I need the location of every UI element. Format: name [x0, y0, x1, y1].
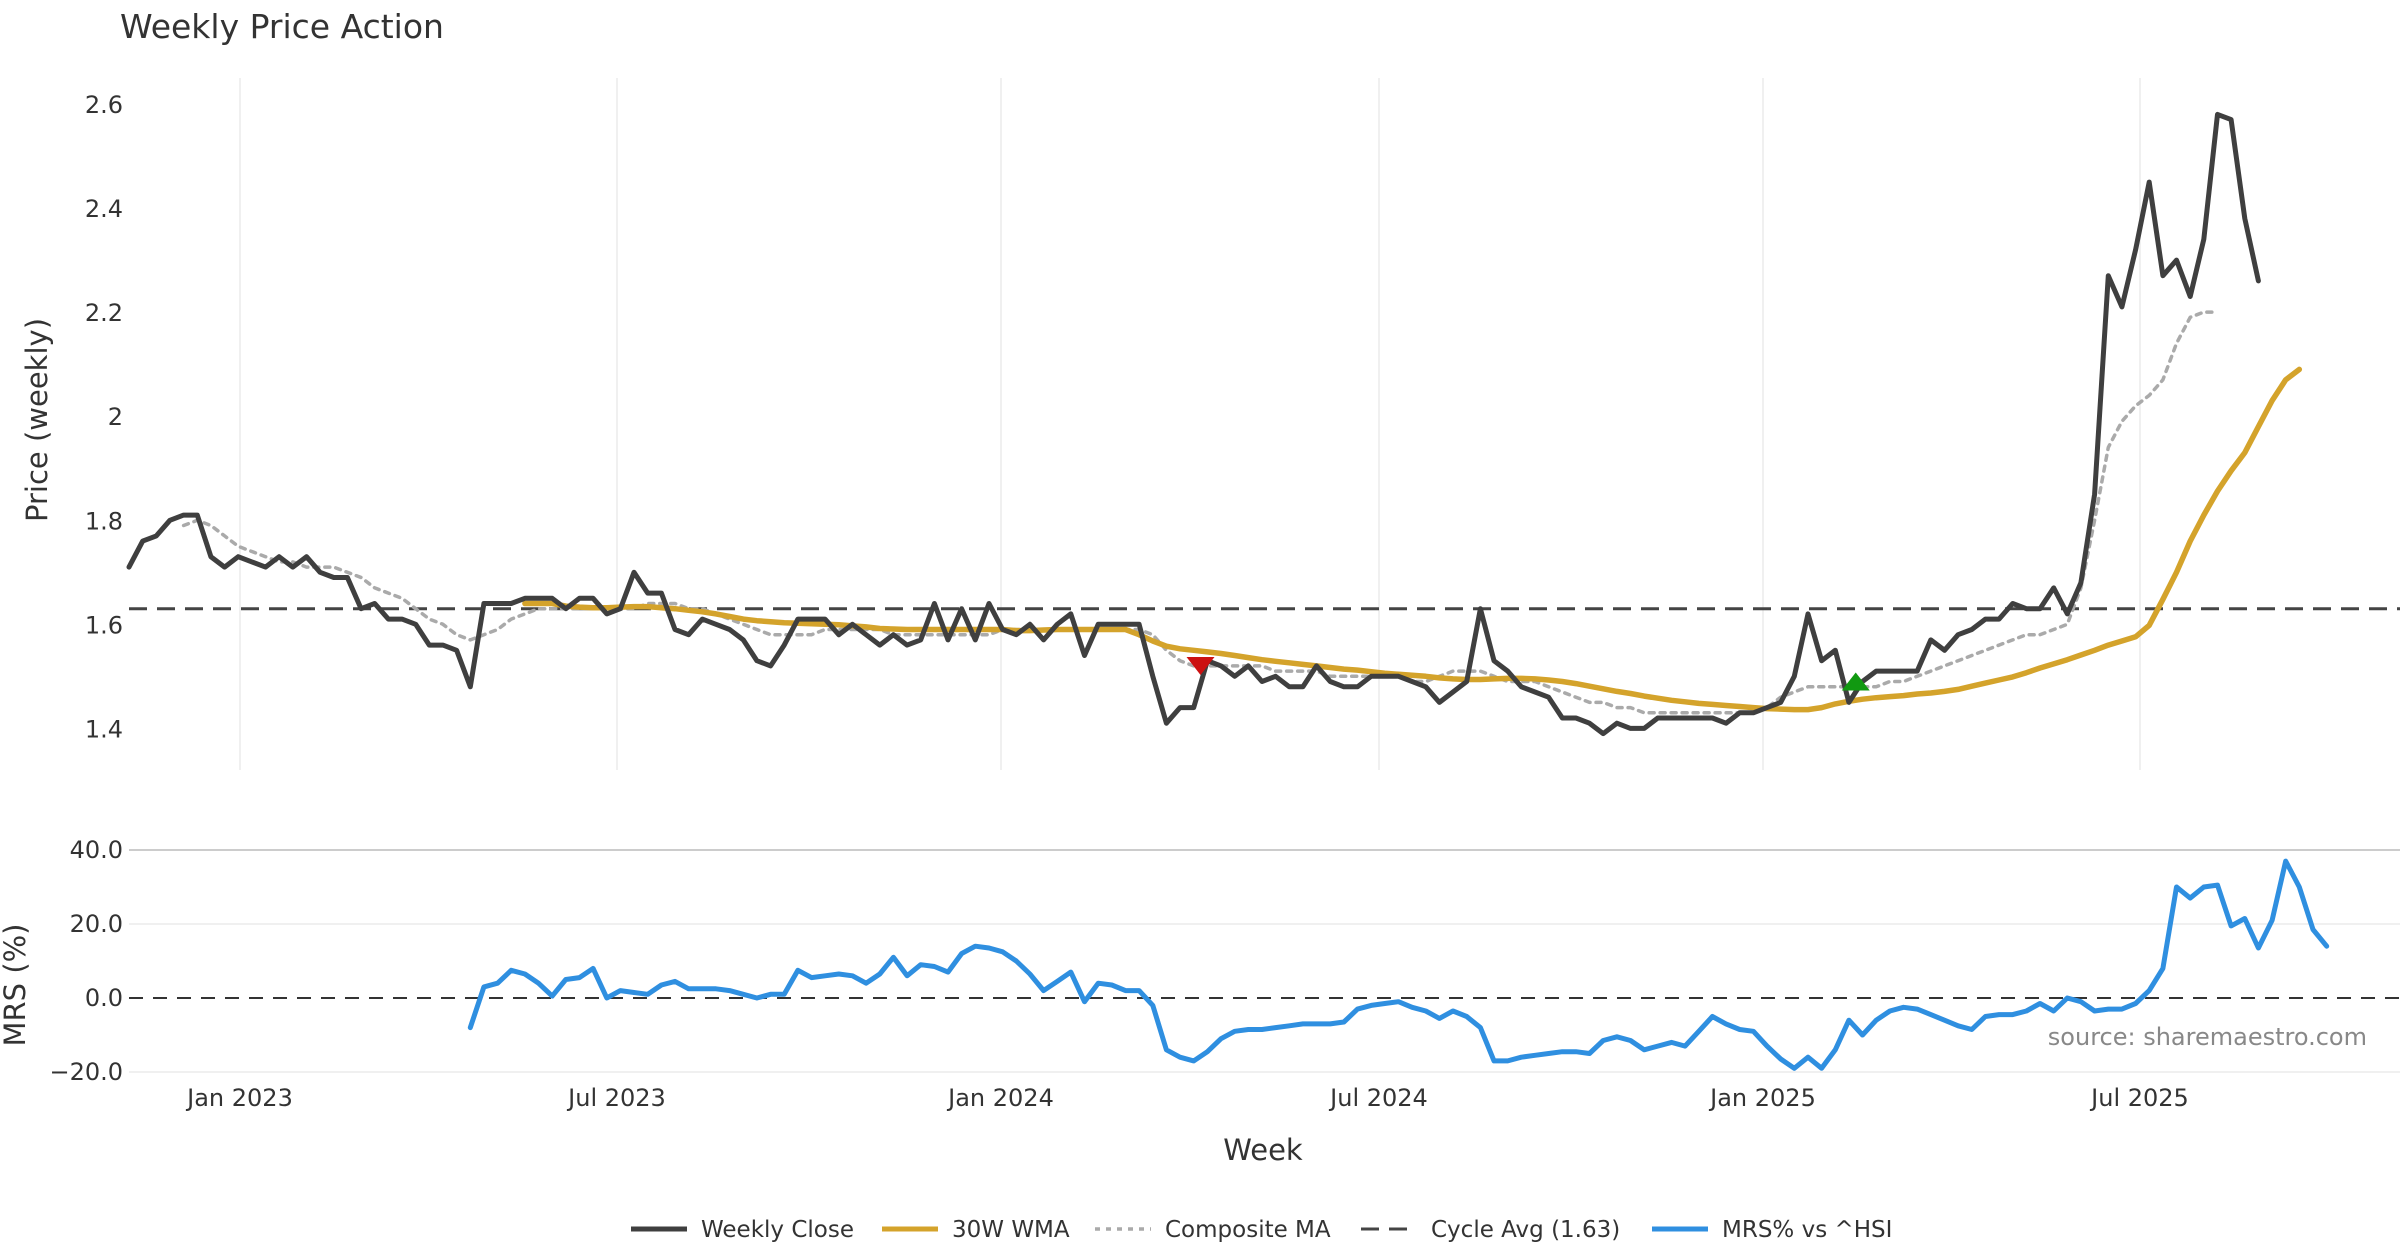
- price-y-ticks: 1.4 1.6 1.8 2 2.2 2.4 2.6: [85, 91, 123, 743]
- price-y-tick: 2.2: [85, 299, 123, 327]
- legend-label: Weekly Close: [701, 1217, 854, 1243]
- mrs-y-tick: 40.0: [70, 836, 123, 864]
- mrs-y-tick: −20.0: [49, 1058, 123, 1086]
- x-tick: Jul 2024: [1328, 1084, 1428, 1112]
- legend-label: 30W WMA: [952, 1217, 1070, 1243]
- x-tick: Jan 2025: [1708, 1084, 1816, 1112]
- price-grid: [239, 78, 2141, 770]
- mrs-grid: [129, 849, 2400, 1073]
- x-tick: Jul 2023: [566, 1084, 666, 1112]
- price-y-axis-label: Price (weekly): [20, 318, 54, 522]
- buy-signal-marker: [1841, 672, 1870, 691]
- x-tick: Jan 2023: [185, 1084, 293, 1112]
- signal-markers: [1186, 656, 1870, 691]
- mrs-panel: 40.0 20.0 0.0 −20.0 MRS (%) source: sharema…: [0, 836, 2400, 1086]
- x-ticks: Jan 2023 Jul 2023 Jan 2024 Jul 2024 Jan 2025…: [185, 1084, 2189, 1112]
- chart-title: Weekly Price Action: [120, 7, 444, 46]
- price-y-tick: 2.6: [85, 91, 123, 119]
- source-note: source: sharemaestro.com: [2048, 1023, 2367, 1051]
- mrs-series: [467, 858, 2330, 1071]
- legend-label: Composite MA: [1165, 1217, 1331, 1243]
- price-y-tick: 1.4: [85, 715, 123, 743]
- price-y-tick: 1.6: [85, 611, 123, 639]
- legend: Weekly Close 30W WMA Composite MA Cycle Avg…: [631, 1217, 1892, 1243]
- legend-label: Cycle Avg (1.63): [1431, 1217, 1620, 1243]
- mrs-y-tick: 20.0: [70, 910, 123, 938]
- legend-label: MRS% vs ^HSI: [1722, 1217, 1892, 1243]
- mrs-y-axis-label: MRS (%): [0, 924, 32, 1047]
- x-axis-label: Week: [1223, 1133, 1303, 1167]
- x-tick: Jan 2024: [946, 1084, 1054, 1112]
- mrs-y-ticks: 40.0 20.0 0.0 −20.0: [49, 836, 123, 1086]
- sell-signal-marker: [1186, 656, 1215, 675]
- wma-30w-line: [522, 366, 2303, 713]
- price-y-tick: 2: [108, 403, 123, 431]
- weekly-close-line: [126, 111, 2261, 737]
- price-panel: 1.4 1.6 1.8 2 2.2 2.4 2.6 Price (weekly): [20, 78, 2400, 770]
- mrs-y-tick: 0.0: [85, 984, 123, 1012]
- price-series: [126, 111, 2400, 737]
- price-y-tick: 2.4: [85, 195, 123, 223]
- x-tick: Jul 2025: [2089, 1084, 2189, 1112]
- price-y-tick: 1.8: [85, 507, 123, 535]
- mrs-line: [467, 858, 2330, 1071]
